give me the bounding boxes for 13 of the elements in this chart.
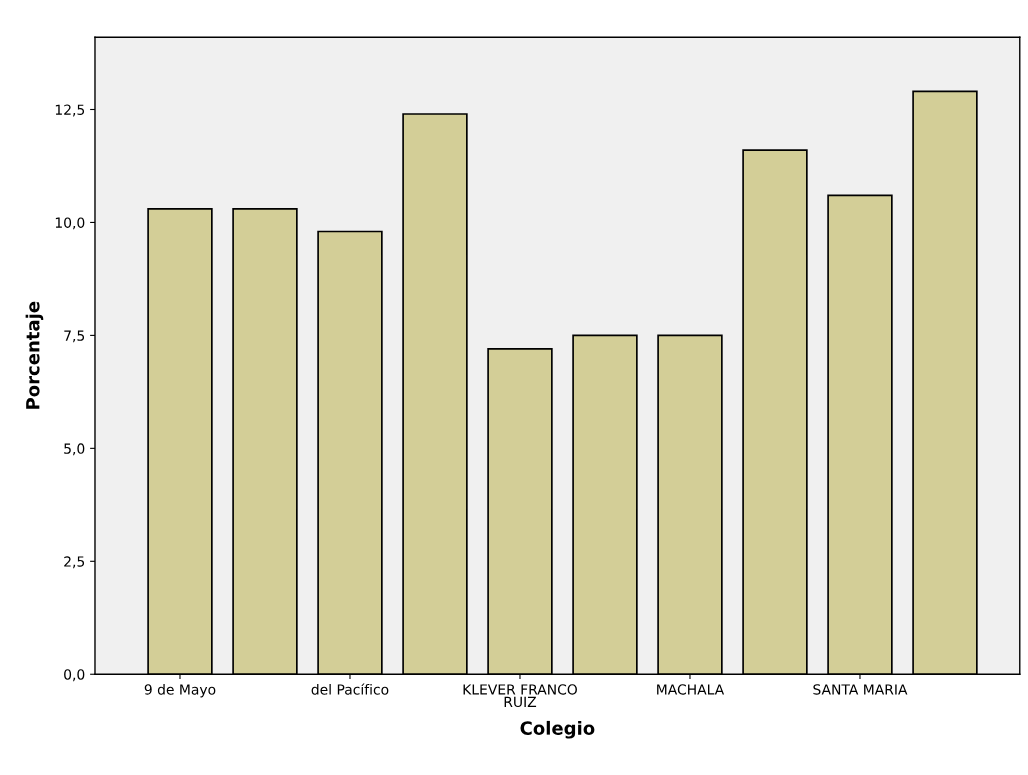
y-tick-label: 2,5	[64, 556, 85, 569]
y-tick-label: 5,0	[64, 443, 85, 456]
x-tick-label: SANTA MARIA	[813, 684, 908, 695]
y-tick-label: 12,5	[55, 104, 85, 117]
x-tick-label: del Pacífico	[311, 683, 389, 695]
y-axis-title: Porcentaje	[25, 301, 44, 409]
x-tick-label: 9 de Mayo	[144, 683, 216, 698]
y-tick-label: 7,5	[64, 330, 85, 343]
x-axis-title: Colegio	[520, 720, 595, 739]
x-tick-label: MACHALA	[657, 684, 725, 695]
y-tick-label: 10,0	[55, 217, 85, 230]
y-tick-label: 0,0	[64, 669, 85, 682]
x-tick-label: KLEVER FRANCO RUIZ	[463, 684, 577, 708]
